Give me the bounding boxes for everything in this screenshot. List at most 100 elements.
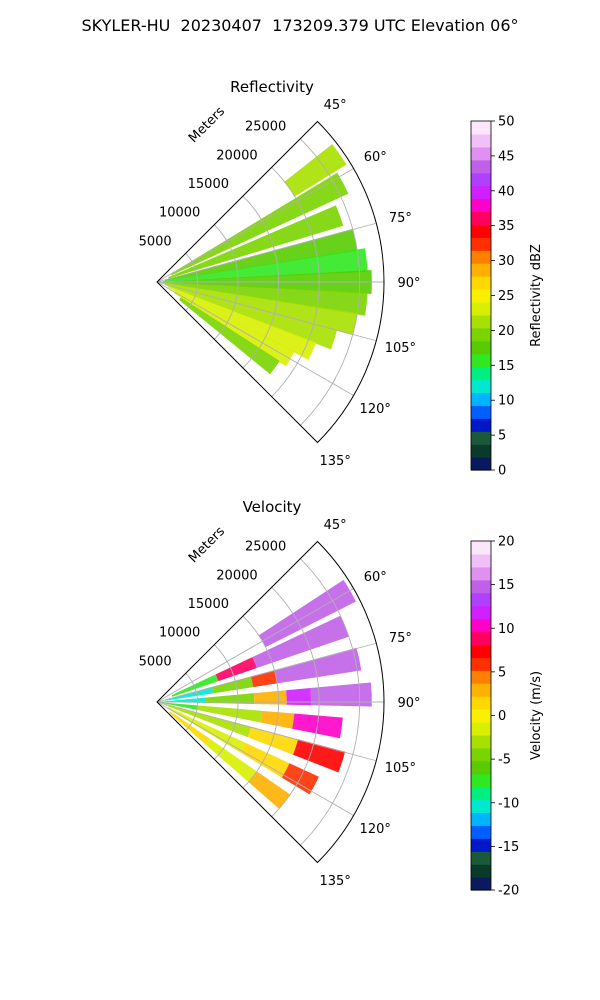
colorbar-swatch: [471, 237, 491, 251]
colorbar-swatch: [471, 314, 491, 329]
angle-tick-label: 120°: [360, 402, 391, 417]
colorbar-swatch: [471, 379, 491, 394]
colorbar-tick-label: 0: [498, 709, 506, 724]
data-cell: [284, 144, 347, 197]
data-cell: [163, 703, 252, 738]
colorbar-swatch: [471, 644, 491, 658]
colorbar-swatch: [471, 592, 491, 607]
data-cell: [281, 763, 319, 795]
data-cell: [258, 579, 356, 648]
colorbar-swatch: [471, 405, 491, 419]
colorbar-swatch: [471, 709, 491, 723]
data-cell: [205, 693, 255, 705]
colorbar-tick-label: 25: [498, 289, 515, 304]
colorbar-tick-label: 10: [498, 394, 515, 409]
colorbar-swatch: [471, 146, 491, 161]
colorbar-swatch: [471, 877, 491, 891]
colorbar-tick-label: 15: [498, 578, 515, 593]
colorbar-swatch: [471, 799, 491, 814]
colorbar-swatch: [471, 670, 491, 684]
colorbar-swatch: [471, 392, 491, 406]
colorbar-swatch: [471, 250, 491, 264]
data-cell: [164, 284, 338, 350]
range-tick-label: 25000: [245, 540, 286, 555]
colorbar-swatch: [471, 133, 491, 148]
colorbar-swatch: [471, 825, 491, 839]
data-cell: [160, 702, 198, 710]
angle-tick-label: 90°: [397, 276, 420, 291]
reflectivity-panel: Reflectivity 45° 60° 75° 90° 105° 120° 135° 5000…: [139, 78, 544, 479]
colorbar-tick-label: -20: [498, 884, 519, 899]
range-tick-label: 15000: [188, 177, 229, 192]
sector-frame: [156, 120, 385, 444]
colorbar-tick-label: -10: [498, 796, 519, 811]
data-cell: [240, 742, 290, 778]
colorbar-swatch: [471, 366, 491, 381]
colorbar-swatch: [471, 457, 491, 471]
colorbar-tick-label: 40: [498, 184, 515, 199]
data-cell: [196, 705, 263, 723]
angle-tick-label: 105°: [385, 341, 416, 356]
range-tick-label: 10000: [159, 626, 200, 641]
radial-grid-line: [156, 588, 354, 703]
range-axis-label: Meters: [186, 524, 228, 566]
angle-tick-label: 135°: [320, 454, 351, 469]
colorbar-swatch: [471, 747, 491, 762]
colorbar-label: Reflectivity dBZ: [529, 244, 544, 347]
radial-grid-line: [156, 281, 377, 342]
colorbar-swatch: [471, 185, 491, 200]
colorbar-tick-label: 5: [498, 665, 506, 680]
colorbar-tick-label: 20: [498, 535, 515, 550]
data-cell: [170, 172, 349, 276]
radial-grid-line: [156, 642, 377, 703]
colorbar-swatch: [471, 618, 491, 633]
range-tick-label: 20000: [216, 568, 257, 583]
colorbar-swatch: [471, 579, 491, 594]
data-cell: [253, 690, 287, 705]
data-cell: [286, 688, 312, 706]
colorbar-tick-label: 15: [498, 359, 515, 374]
colorbar-swatch: [471, 760, 491, 775]
colorbar-swatch: [471, 301, 491, 316]
colorbar-swatch: [471, 566, 491, 581]
data-cell: [173, 291, 295, 367]
data-cell: [171, 674, 219, 697]
colorbar-swatch: [471, 418, 491, 432]
colorbar-label: Velocity (m/s): [529, 671, 544, 760]
colorbar-swatch: [471, 773, 491, 788]
angle-tick-label: 75°: [389, 631, 412, 646]
range-tick-label: 5000: [139, 654, 172, 669]
range-tick-label: 25000: [245, 120, 286, 135]
colorbar-swatch: [471, 444, 491, 458]
colorbar-swatch: [471, 159, 491, 174]
colorbar-tick-label: 50: [498, 115, 515, 130]
colorbar-tick-label: 45: [498, 149, 515, 164]
colorbar-swatch: [471, 431, 491, 445]
colorbar-swatch: [471, 734, 491, 749]
angle-tick-label: 60°: [364, 150, 387, 165]
data-cell: [215, 657, 257, 682]
colorbar-swatch: [471, 541, 491, 555]
data-cell: [274, 647, 362, 684]
angle-tick-label: 120°: [360, 822, 391, 837]
data-cell: [211, 676, 254, 694]
colorbar-swatch: [471, 605, 491, 620]
data-cell: [250, 670, 278, 688]
radial-grid-line: [156, 701, 377, 762]
colorbar-tick-label: -5: [498, 753, 511, 768]
range-tick-label: 20000: [216, 148, 257, 163]
data-cell: [248, 771, 291, 809]
data-cell: [310, 682, 372, 707]
data-cell: [252, 615, 349, 669]
data-cell: [167, 286, 317, 360]
angle-tick-label: 90°: [397, 696, 420, 711]
figure-title: SKYLER-HU 20230407 173209.379 UTC Elevat…: [81, 16, 519, 35]
angle-tick-label: 135°: [320, 874, 351, 889]
colorbar-swatch: [471, 121, 491, 135]
panel-title: Reflectivity: [230, 78, 314, 96]
angle-tick-label: 60°: [364, 570, 387, 585]
data-cell: [167, 707, 246, 753]
range-axis-label: Meters: [186, 104, 228, 146]
colorbar-tick-label: 30: [498, 254, 515, 269]
